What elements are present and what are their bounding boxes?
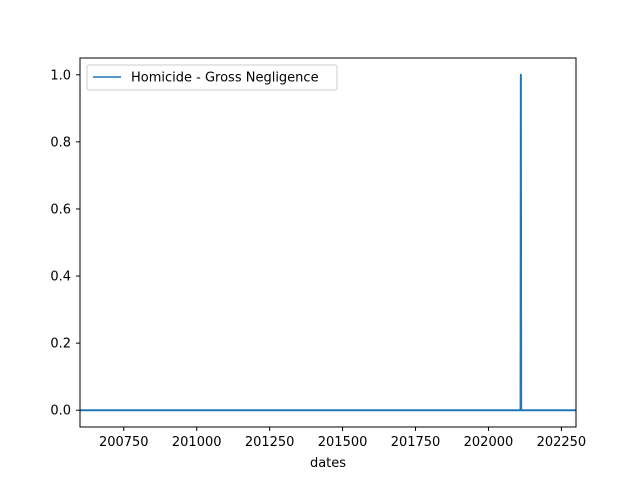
legend: Homicide - Gross Negligence <box>86 64 338 91</box>
legend-label: Homicide - Gross Negligence <box>131 71 319 86</box>
y-tick-label: 0.0 <box>50 404 71 419</box>
plot-frame <box>79 57 577 428</box>
y-axis: 0.0 0.2 0.4 0.6 0.8 1.0 <box>50 68 80 419</box>
plot-lines <box>80 73 577 412</box>
x-tick-label: 201250 <box>245 435 295 450</box>
x-tick-label: 200750 <box>99 435 149 450</box>
y-tick-label: 0.6 <box>50 202 71 217</box>
legend-box <box>86 64 338 91</box>
x-tick-label: 202000 <box>464 435 514 450</box>
y-tick-label: 1.0 <box>50 68 71 83</box>
x-axis: 200750 201000 201250 201500 201750 202000 2022… <box>99 427 586 450</box>
x-tick-label: 201500 <box>318 435 368 450</box>
y-tick-label: 0.2 <box>50 337 71 352</box>
x-axis-label: dates <box>310 456 346 471</box>
x-tick-label: 202250 <box>537 435 587 450</box>
y-tick-label: 0.4 <box>50 270 71 285</box>
x-tick-label: 201750 <box>391 435 441 450</box>
y-tick-label: 0.8 <box>50 135 71 150</box>
series-line-0 <box>80 73 577 412</box>
x-tick-label: 201000 <box>172 435 222 450</box>
